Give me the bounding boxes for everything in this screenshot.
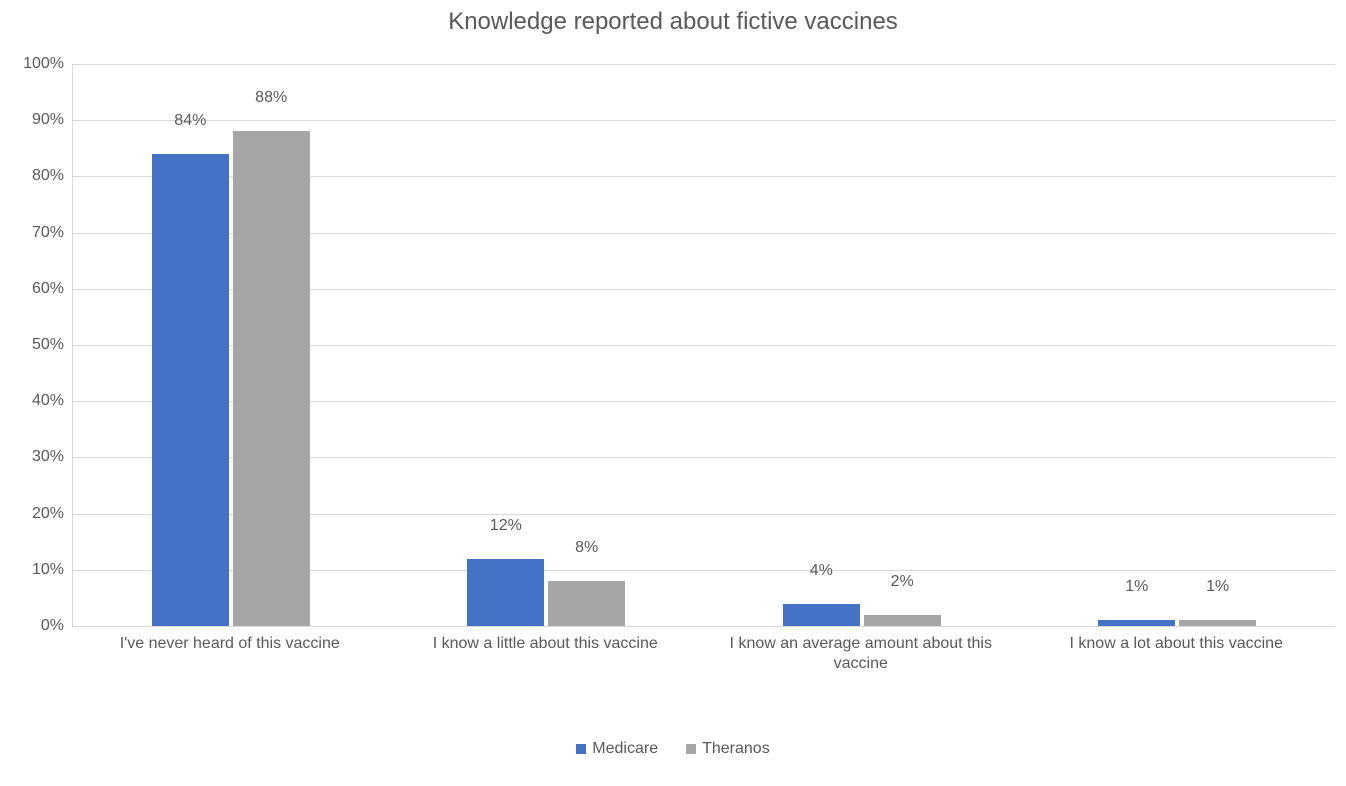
bar (233, 131, 310, 626)
bar-value-label: 4% (783, 562, 860, 580)
y-tick-label: 50% (32, 336, 64, 354)
bar-group: 84%88% (152, 64, 310, 626)
bar-group: 12%8% (467, 64, 625, 626)
chart-container: Knowledge reported about fictive vaccine… (0, 0, 1346, 786)
plot-outer: 0% 10% 20% 30% 40% 50% 60% 70% 80% 90% 100% 84%88%… (0, 0, 1346, 786)
legend-label: Theranos (702, 740, 770, 758)
legend-item: Medicare (576, 740, 658, 758)
bar-value-label: 84% (152, 112, 229, 130)
bar-group: 4%2% (783, 64, 941, 626)
legend-item: Theranos (686, 740, 770, 758)
x-tick-label: I know an average amount about this vacc… (703, 634, 1019, 674)
y-tick-label: 80% (32, 167, 64, 185)
plot-area: 84%88% 12%8% 4%2% 1%1% (72, 64, 1335, 627)
bar (152, 154, 229, 626)
bar (467, 559, 544, 626)
y-tick-label: 40% (32, 392, 64, 410)
y-tick-label: 60% (32, 280, 64, 298)
bar (1179, 620, 1256, 626)
legend-label: Medicare (592, 740, 658, 758)
legend: Medicare Theranos (0, 740, 1346, 759)
y-tick-label: 90% (32, 111, 64, 129)
bar (1098, 620, 1175, 626)
bar-group: 1%1% (1098, 64, 1256, 626)
bar (783, 604, 860, 626)
y-axis: 0%10%20%30%40%50%60%70%80%90%100% (0, 64, 72, 626)
bar-value-label: 2% (864, 573, 941, 591)
x-tick-label: I know a little about this vaccine (388, 634, 704, 654)
bar (548, 581, 625, 626)
legend-swatch (576, 744, 586, 754)
y-tick-label: 20% (32, 505, 64, 523)
bar (864, 615, 941, 626)
legend-swatch (686, 744, 696, 754)
bar-value-label: 12% (467, 517, 544, 535)
y-tick-label: 10% (32, 561, 64, 579)
bar-value-label: 8% (548, 539, 625, 557)
gridline (73, 626, 1335, 627)
bar-value-label: 88% (233, 89, 310, 107)
x-tick-label: I've never heard of this vaccine (72, 634, 388, 654)
y-tick-label: 100% (23, 55, 64, 73)
y-tick-label: 70% (32, 224, 64, 242)
bar-value-label: 1% (1179, 578, 1256, 596)
x-axis-labels: I've never heard of this vaccineI know a… (72, 634, 1334, 694)
bar-value-label: 1% (1098, 578, 1175, 596)
y-tick-label: 0% (41, 617, 64, 635)
x-tick-label: I know a lot about this vaccine (1019, 634, 1335, 654)
y-tick-label: 30% (32, 448, 64, 466)
